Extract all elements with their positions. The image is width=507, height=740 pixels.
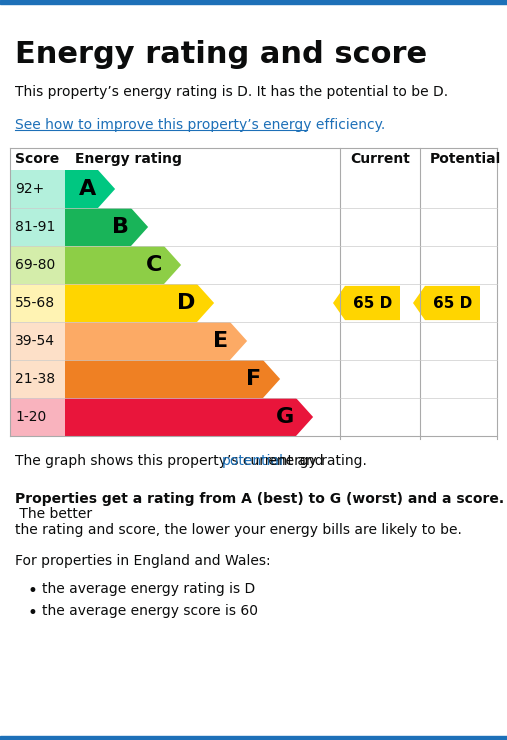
Text: This property’s energy rating is D. It has the potential to be D.: This property’s energy rating is D. It h… bbox=[15, 85, 448, 99]
Text: 21-38: 21-38 bbox=[15, 372, 55, 386]
Bar bbox=[10, 398, 72, 436]
Text: potential: potential bbox=[222, 454, 284, 468]
Text: Energy rating: Energy rating bbox=[75, 152, 182, 166]
Text: •: • bbox=[28, 582, 38, 600]
Polygon shape bbox=[65, 284, 214, 322]
Text: Current: Current bbox=[350, 152, 410, 166]
Polygon shape bbox=[65, 360, 280, 398]
Text: 65 D: 65 D bbox=[353, 295, 392, 311]
Text: 81-91: 81-91 bbox=[15, 220, 55, 234]
Polygon shape bbox=[333, 286, 400, 320]
Text: E: E bbox=[213, 331, 228, 351]
Bar bbox=[10, 246, 72, 284]
Text: Score: Score bbox=[15, 152, 59, 166]
Text: •: • bbox=[28, 604, 38, 622]
Text: B: B bbox=[112, 217, 129, 237]
Text: energy rating.: energy rating. bbox=[264, 454, 367, 468]
Text: A: A bbox=[79, 179, 96, 199]
Bar bbox=[0, 736, 507, 740]
Polygon shape bbox=[65, 322, 247, 360]
Polygon shape bbox=[413, 286, 480, 320]
Text: 92+: 92+ bbox=[15, 182, 44, 196]
Bar bbox=[10, 360, 72, 398]
Bar bbox=[10, 322, 72, 360]
Text: 1-20: 1-20 bbox=[15, 410, 46, 424]
Polygon shape bbox=[65, 170, 115, 208]
Text: The graph shows this property’s current and: The graph shows this property’s current … bbox=[15, 454, 328, 468]
Text: Energy rating and score: Energy rating and score bbox=[15, 40, 427, 69]
Text: D: D bbox=[176, 293, 195, 313]
Text: Properties get a rating from A (best) to G (worst) and a score.: Properties get a rating from A (best) to… bbox=[15, 492, 504, 506]
Bar bbox=[10, 284, 72, 322]
Text: See how to improve this property’s energy efficiency.: See how to improve this property’s energ… bbox=[15, 118, 385, 132]
Polygon shape bbox=[65, 246, 181, 284]
Text: 69-80: 69-80 bbox=[15, 258, 55, 272]
Text: the average energy rating is D: the average energy rating is D bbox=[42, 582, 255, 596]
Polygon shape bbox=[65, 208, 148, 246]
Polygon shape bbox=[65, 398, 313, 436]
Bar bbox=[10, 208, 72, 246]
Text: Potential: Potential bbox=[430, 152, 501, 166]
Bar bbox=[10, 170, 72, 208]
Bar bbox=[0, 0, 507, 4]
Text: 39-54: 39-54 bbox=[15, 334, 55, 348]
Text: G: G bbox=[276, 407, 294, 427]
Text: F: F bbox=[246, 369, 261, 389]
Text: C: C bbox=[146, 255, 162, 275]
Text: the average energy score is 60: the average energy score is 60 bbox=[42, 604, 258, 618]
Text: For properties in England and Wales:: For properties in England and Wales: bbox=[15, 554, 271, 568]
Text: 55-68: 55-68 bbox=[15, 296, 55, 310]
Text: 65 D: 65 D bbox=[433, 295, 472, 311]
Text: The better
the rating and score, the lower your energy bills are likely to be.: The better the rating and score, the low… bbox=[15, 507, 462, 537]
